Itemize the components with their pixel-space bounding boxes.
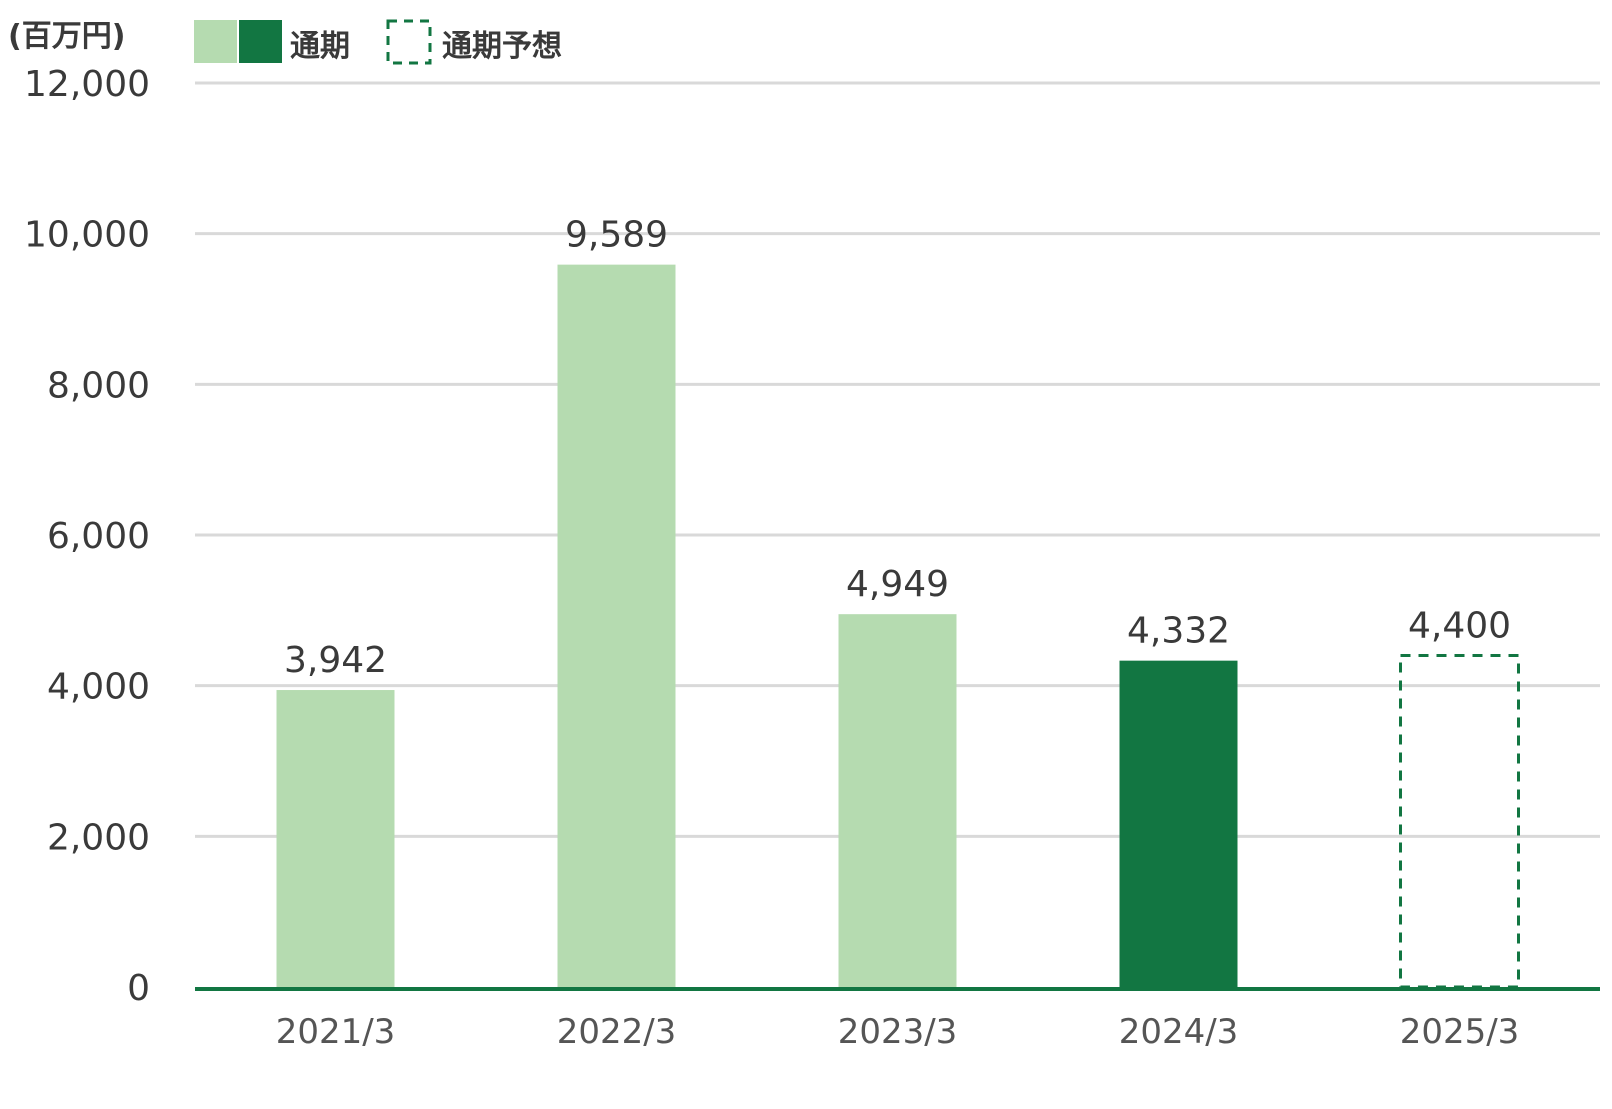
bars (276, 264, 1520, 989)
data-label: 3,942 (284, 640, 387, 681)
legend-swatch-forecast (386, 19, 432, 65)
data-label: 4,949 (846, 564, 949, 605)
bar-2024-3 (1119, 660, 1238, 987)
gridlines (195, 81, 1600, 838)
bar-2022-3 (557, 264, 676, 987)
x-tick-label: 2021/3 (276, 1012, 396, 1052)
y-tick-label: 0 (127, 968, 150, 1009)
y-axis-ticks: 0 2,000 4,000 6,000 8,000 10,000 12,000 (24, 64, 150, 1009)
legend-label-forecast: 通期予想 (442, 29, 562, 64)
bar-2023-3 (838, 614, 957, 987)
legend-swatch-past (194, 20, 237, 63)
y-axis-unit-label: (百万円) (8, 19, 125, 54)
data-label: 4,400 (1408, 606, 1511, 647)
y-tick-label: 4,000 (47, 667, 150, 708)
x-tick-label: 2022/3 (557, 1012, 677, 1052)
bar-2025-3 (1399, 654, 1520, 989)
data-label: 4,332 (1127, 611, 1230, 652)
y-tick-label: 10,000 (24, 215, 150, 256)
legend: 通期 通期予想 (194, 19, 562, 65)
x-tick-label: 2025/3 (1400, 1012, 1520, 1052)
y-tick-label: 12,000 (24, 64, 150, 105)
data-labels: 3,942 9,589 4,949 4,332 4,400 (284, 215, 1511, 681)
data-label: 9,589 (565, 215, 668, 256)
x-tick-label: 2024/3 (1119, 1012, 1239, 1052)
y-tick-label: 8,000 (47, 365, 150, 406)
x-axis-ticks: 2021/3 2022/3 2023/3 2024/3 2025/3 (276, 1012, 1520, 1052)
bar-2021-3 (276, 690, 395, 987)
legend-swatch-current (239, 20, 282, 63)
x-tick-label: 2023/3 (838, 1012, 958, 1052)
y-axis-unit: (百万円) (8, 19, 125, 54)
legend-label-actual: 通期 (290, 29, 350, 64)
y-tick-label: 2,000 (47, 817, 150, 858)
y-tick-label: 6,000 (47, 516, 150, 557)
